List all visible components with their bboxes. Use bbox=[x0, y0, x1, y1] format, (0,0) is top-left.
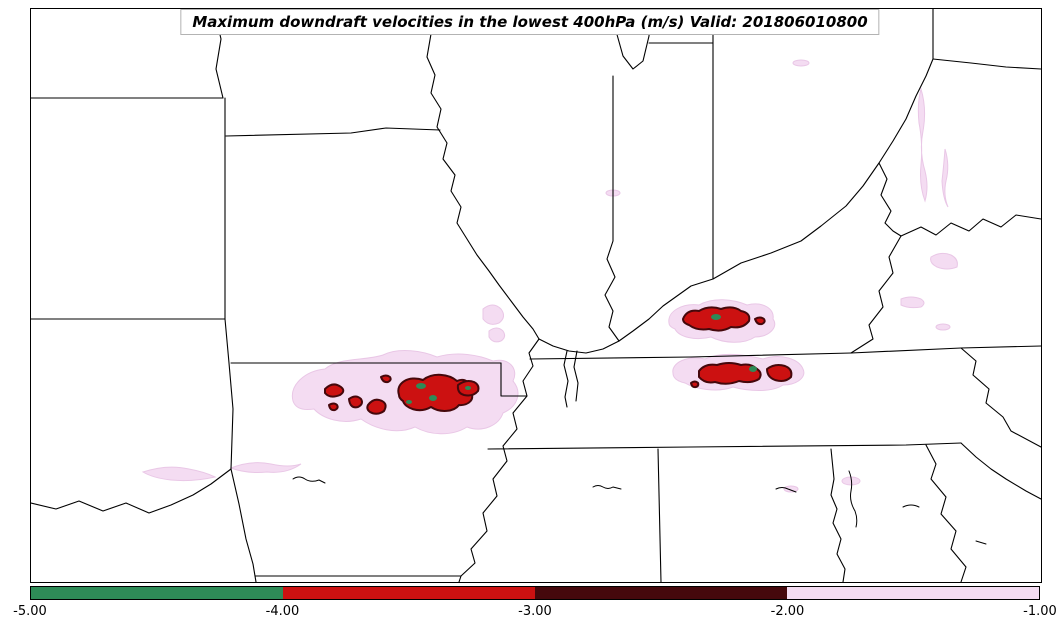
lake-squiggle bbox=[292, 476, 326, 484]
strong-cell bbox=[328, 402, 339, 412]
colorbar-tick: -2.00 bbox=[770, 604, 805, 619]
light-shade-speck bbox=[783, 485, 799, 493]
strong-cell bbox=[324, 383, 345, 398]
colorbar-tick-labels: -5.00 -4.00 -3.00 -2.00 -1.00 bbox=[13, 604, 1057, 620]
state-border-south-vertical-1 bbox=[657, 448, 662, 582]
state-border-northeast-horizontal bbox=[932, 58, 1041, 70]
red-river bbox=[31, 468, 232, 514]
light-shade-streak-1 bbox=[917, 87, 928, 203]
state-border-bootheel bbox=[500, 362, 528, 397]
state-border-mid-horizontal-east bbox=[529, 352, 852, 360]
strong-cell-tennessee-a bbox=[698, 362, 762, 385]
light-shade-north-2 bbox=[488, 327, 506, 343]
state-border-south-vertical-2 bbox=[830, 448, 846, 582]
water-features bbox=[292, 470, 987, 545]
strong-cell bbox=[397, 373, 474, 412]
lake-squiggle bbox=[902, 504, 920, 508]
state-border-west-vertical-south bbox=[228, 362, 234, 470]
light-shade-wisp-west bbox=[141, 466, 217, 482]
light-shade-speck bbox=[792, 59, 810, 67]
cumberland-river-lakes bbox=[573, 350, 579, 402]
tennessee-river-lakes bbox=[563, 350, 569, 408]
state-border-east-ridge bbox=[900, 214, 1041, 237]
strong-cell bbox=[754, 316, 766, 326]
strong-cell bbox=[366, 398, 387, 415]
light-shade-streak-2 bbox=[941, 148, 949, 208]
strong-cell bbox=[380, 374, 392, 384]
extreme-core bbox=[749, 366, 757, 372]
downdraft-strong-cells bbox=[324, 306, 793, 415]
light-shade-blob-east-2 bbox=[900, 296, 925, 309]
colorbar-tick: -4.00 bbox=[265, 604, 300, 619]
light-shade-north-1 bbox=[482, 304, 505, 325]
state-border-river-southeast bbox=[925, 444, 967, 582]
lake-squiggle bbox=[975, 540, 987, 545]
downdraft-light-shading bbox=[141, 59, 958, 493]
extreme-core bbox=[416, 383, 426, 389]
light-shade-speck bbox=[935, 323, 951, 331]
extreme-core bbox=[711, 314, 721, 320]
colorbar-segment-maroon bbox=[535, 587, 787, 599]
colorbar-tick: -1.00 bbox=[1023, 604, 1057, 619]
map-plot-area bbox=[30, 8, 1042, 583]
wabash-border bbox=[604, 75, 620, 342]
state-border-south-horizontal bbox=[487, 442, 962, 450]
state-border-west-vertical-lower bbox=[224, 318, 230, 364]
state-border-mountain-diagonal bbox=[960, 347, 1041, 448]
colorbar-segment-green bbox=[31, 587, 283, 599]
state-border-southeast-diagonal bbox=[850, 235, 902, 354]
colorbar bbox=[30, 586, 1040, 600]
ohio-river bbox=[538, 58, 934, 354]
state-border-southwest-diagonal bbox=[230, 468, 257, 582]
state-border-far-east-horizontal bbox=[850, 345, 1041, 354]
mississippi-river-upper bbox=[425, 9, 540, 340]
extreme-core bbox=[429, 395, 437, 401]
state-border-north-horizontal bbox=[225, 127, 441, 137]
map-svg bbox=[31, 9, 1041, 582]
strong-cell bbox=[348, 395, 363, 409]
plot-title: Maximum downdraft velocities in the lowe… bbox=[180, 9, 880, 35]
strong-cell bbox=[690, 380, 700, 389]
light-shade-blob-east-1 bbox=[930, 252, 958, 270]
lake-squiggle bbox=[592, 485, 622, 490]
strong-cell-tennessee-b bbox=[766, 364, 793, 382]
colorbar-segment-red bbox=[283, 587, 535, 599]
colorbar-tick: -5.00 bbox=[13, 604, 47, 619]
state-border-big-sandy bbox=[878, 162, 902, 237]
colorbar-segment-pink bbox=[787, 587, 1039, 599]
state-borders bbox=[31, 9, 1041, 582]
extreme-core bbox=[406, 400, 412, 404]
downdraft-extreme-cores bbox=[406, 314, 757, 404]
river-squiggle bbox=[848, 470, 858, 528]
light-shade-tail bbox=[229, 462, 302, 473]
extreme-core bbox=[465, 386, 471, 390]
state-border-southeast-corner bbox=[960, 442, 1041, 500]
mississippi-river-lower bbox=[458, 338, 540, 582]
lake-squiggle bbox=[775, 487, 797, 493]
colorbar-tick: -3.00 bbox=[518, 604, 552, 619]
